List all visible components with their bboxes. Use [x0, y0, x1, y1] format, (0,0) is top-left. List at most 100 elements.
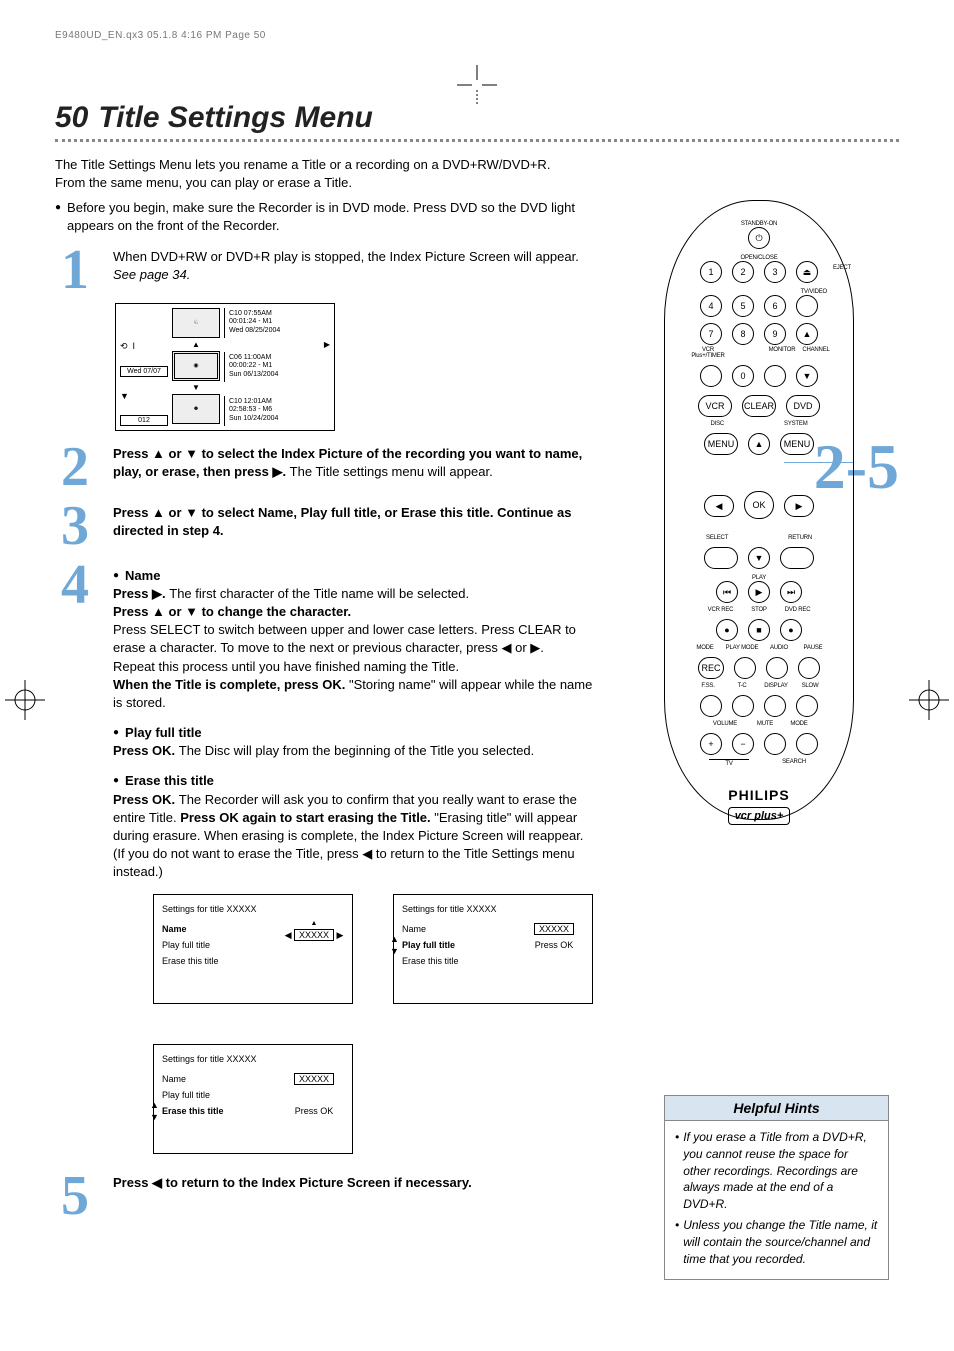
ch-up-button[interactable]: ▲ — [796, 323, 818, 345]
title-divider — [55, 139, 899, 142]
step4-name-l4: Repeat this process until you have finis… — [113, 658, 593, 676]
step3-bold: Press ▲ or ▼ to select Name, Play full t… — [113, 505, 571, 538]
index-left-box-1: Wed 07/07 — [120, 366, 168, 377]
brand-philips: PHILIPS — [677, 787, 841, 803]
num-7-button[interactable]: 7 — [700, 323, 722, 345]
dvd-button[interactable]: DVD — [786, 395, 820, 417]
remote-control: STANDBY-ON ⏻ OPEN/CLOSE 1 2 3 ⏏ EJECT TV… — [664, 200, 854, 820]
num-4-button[interactable]: 4 — [700, 295, 722, 317]
label-audio: AUDIO — [765, 645, 793, 651]
thumb-3: ☻ — [172, 394, 220, 424]
num-6-button[interactable]: 6 — [764, 295, 786, 317]
nav-right-button[interactable]: ▶ — [784, 495, 814, 517]
crop-mark-right — [909, 680, 949, 723]
crop-mark-top — [457, 65, 497, 105]
eject-button[interactable]: ⏏ — [796, 261, 818, 283]
vcr-button[interactable]: VCR — [698, 395, 732, 417]
brand-vcrplus: vcr plus+ — [677, 807, 841, 822]
num-3-button[interactable]: 3 — [764, 261, 786, 283]
label-tv: TV — [709, 759, 749, 767]
pause-button[interactable] — [798, 657, 820, 679]
select-button[interactable] — [704, 547, 738, 569]
tvvideo-button[interactable] — [796, 295, 818, 317]
display-button[interactable] — [764, 695, 786, 717]
step4-name-label: Name — [125, 567, 160, 585]
step1-body: When DVD+RW or DVD+R play is stopped, th… — [113, 248, 593, 284]
step4-name-l1a: Press ▶. — [113, 586, 169, 601]
num-8-button[interactable]: 8 — [732, 323, 754, 345]
nav-down-button[interactable]: ▼ — [748, 547, 770, 569]
panel-val-name: XXXXX — [294, 1073, 334, 1085]
label-mute: MUTE — [751, 721, 779, 727]
thumb-1: ♘ — [172, 308, 220, 338]
play-button[interactable]: ▶ — [748, 581, 770, 603]
step1-number: 1 — [55, 248, 95, 293]
nav-up-button[interactable]: ▲ — [748, 433, 770, 455]
slow-button[interactable] — [796, 695, 818, 717]
panel-item-erase: Erase this title — [402, 955, 524, 968]
num-0-button[interactable]: 0 — [732, 365, 754, 387]
step4-play-l1b: The Disc will play from the beginning of… — [179, 743, 535, 758]
disc-menu-button[interactable]: MENU — [704, 433, 738, 455]
num-1-button[interactable]: 1 — [700, 261, 722, 283]
prev-button[interactable]: ⏮ — [716, 581, 738, 603]
stop-button[interactable]: ■ — [748, 619, 770, 641]
next-button[interactable]: ⏭ — [780, 581, 802, 603]
index-picture-screen: ⟲ I Wed 07/07 ▼ 012 ♘ ▲ ◉ ▼ ☻ C10 07:55A… — [115, 303, 335, 431]
label-volume: VOLUME — [705, 721, 745, 727]
vcr-rec-button[interactable]: ● — [716, 619, 738, 641]
step4-play-label: Play full title — [125, 724, 202, 742]
step4-erase-l1c: Press OK again to start erasing the Titl… — [180, 810, 434, 825]
num-2-button[interactable]: 2 — [732, 261, 754, 283]
label-monitor: MONITOR — [767, 347, 797, 359]
fss-button[interactable] — [700, 695, 722, 717]
step3-body: Press ▲ or ▼ to select Name, Play full t… — [113, 504, 593, 540]
clear-button[interactable]: CLEAR — [742, 395, 776, 417]
num-9-button[interactable]: 9 — [764, 323, 786, 345]
panel-item-name: Name — [402, 923, 524, 936]
system-menu-button[interactable]: MENU — [780, 433, 814, 455]
crop-mark-left — [5, 680, 45, 723]
panel-item-play: Play full title — [402, 940, 455, 950]
label-eject: EJECT — [833, 265, 851, 271]
step4-erase-l2: (If you do not want to erase the Title, … — [113, 845, 593, 881]
page-title: Title Settings Menu — [98, 101, 372, 135]
index-info-3: C10 12:01AM 02:58:53 - M6 Sun 10/24/2004 — [224, 396, 330, 426]
page-number: 50 — [55, 101, 88, 135]
hints-title: Helpful Hints — [665, 1096, 888, 1121]
ok-button[interactable]: OK — [744, 491, 774, 519]
label-disc: DISC — [710, 421, 724, 427]
step2-number: 2 — [55, 445, 95, 490]
num-5-button[interactable]: 5 — [732, 295, 754, 317]
step4-name-l2: Press ▲ or ▼ to change the character. — [113, 604, 351, 619]
label-channel: CHANNEL — [801, 347, 831, 359]
search-mode-button[interactable] — [796, 733, 818, 755]
panel-val-name: XXXXX — [294, 929, 334, 941]
rec-mode-button[interactable]: REC — [698, 657, 724, 679]
audio-button[interactable] — [766, 657, 788, 679]
monitor-button[interactable] — [764, 365, 786, 387]
panel-item-play: Play full title — [162, 939, 284, 952]
step2-body: Press ▲ or ▼ to select the Index Picture… — [113, 445, 593, 481]
panel-item-name: Name — [162, 924, 187, 934]
dvd-rec-button[interactable]: ● — [780, 619, 802, 641]
ch-down-button[interactable]: ▼ — [796, 365, 818, 387]
hint-2: Unless you change the Title name, it wil… — [683, 1217, 878, 1267]
hint-1: If you erase a Title from a DVD+R, you c… — [683, 1129, 878, 1213]
panel-header: Settings for title XXXXX — [162, 1053, 344, 1066]
step3-number: 3 — [55, 504, 95, 549]
tc-button[interactable] — [732, 695, 754, 717]
standby-button[interactable]: ⏻ — [748, 227, 770, 249]
vcrplus-timer-button[interactable] — [700, 365, 722, 387]
label-mode2: MODE — [785, 721, 813, 727]
index-info-1: C10 07:55AM 00:01:24 - M1 Wed 08/25/2004 — [224, 308, 330, 338]
panel-item-erase: Erase this title — [162, 955, 284, 968]
nav-left-button[interactable]: ◀ — [704, 495, 734, 517]
mute-button[interactable] — [764, 733, 786, 755]
vol-up-button[interactable]: + — [700, 733, 722, 755]
vol-down-button[interactable]: − — [732, 733, 754, 755]
panel-header: Settings for title XXXXX — [162, 903, 344, 916]
playmode-button[interactable] — [734, 657, 756, 679]
bullet-icon: ● — [113, 772, 119, 790]
return-button[interactable] — [780, 547, 814, 569]
